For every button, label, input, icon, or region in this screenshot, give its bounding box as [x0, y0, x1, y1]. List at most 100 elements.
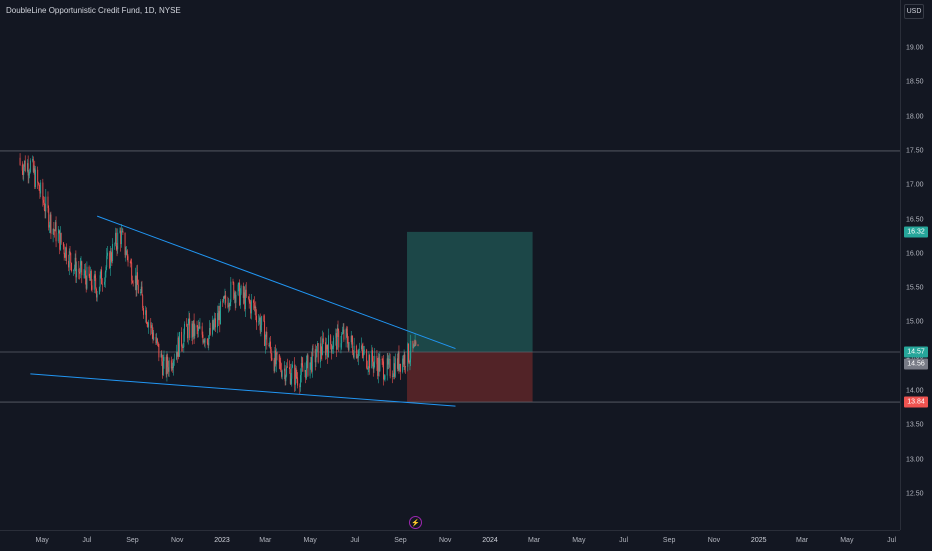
candle-body: [234, 292, 236, 303]
candle-body: [383, 379, 385, 381]
candle-body: [183, 334, 185, 348]
candle-body: [317, 343, 318, 347]
candle-body: [222, 301, 224, 302]
candle-body: [163, 357, 165, 362]
candle-body: [37, 169, 39, 183]
candle-body: [147, 324, 149, 328]
candle-body: [336, 333, 337, 350]
candle-body: [135, 275, 137, 290]
candle-body: [40, 182, 42, 194]
candle-body: [62, 242, 64, 247]
candle-body: [132, 282, 134, 284]
candle-body: [358, 350, 360, 358]
candle-body: [296, 377, 298, 379]
candle-body: [223, 296, 224, 302]
candle-body: [161, 353, 163, 362]
candle-body: [314, 349, 316, 363]
candle-body: [202, 334, 204, 343]
candle-body: [332, 347, 334, 349]
candle-body: [181, 346, 183, 348]
price-tick-label: 18.50: [906, 78, 924, 86]
currency-button[interactable]: USD: [904, 4, 924, 19]
candle-body: [64, 254, 66, 258]
candle-body: [158, 343, 160, 358]
candle-body: [230, 281, 232, 302]
candle-body: [397, 352, 399, 369]
candle-body: [170, 360, 172, 369]
candle-body: [54, 222, 56, 232]
candle-body: [152, 332, 154, 340]
candle-body: [268, 345, 270, 347]
candle-body: [141, 286, 143, 296]
candle-body: [227, 302, 229, 308]
price-tick-label: 12.50: [906, 490, 924, 498]
candle-body: [117, 232, 119, 250]
candle-body: [201, 326, 203, 335]
candle-body: [76, 268, 78, 278]
candle-body: [192, 323, 194, 337]
candle-body: [377, 364, 379, 376]
candle-body: [57, 233, 59, 242]
price-tick-label: 16.50: [906, 216, 924, 224]
lower-trendline: [30, 373, 456, 407]
candle-body: [142, 295, 144, 308]
candle-body: [110, 250, 112, 260]
candle-body: [217, 313, 219, 321]
candle-body: [165, 357, 167, 375]
price-axis[interactable]: [900, 0, 932, 530]
time-tick-label: Jul: [619, 537, 629, 544]
flash-icon[interactable]: ⚡: [409, 516, 422, 529]
price-tick-label: 19.00: [906, 44, 924, 52]
candle-body: [404, 354, 406, 367]
candle-body: [32, 159, 34, 172]
candle-body: [301, 363, 303, 366]
candle-body: [224, 295, 226, 298]
candle-body: [188, 318, 190, 324]
candle-body: [206, 338, 208, 344]
candle-body: [71, 262, 72, 271]
candle-body: [383, 361, 384, 380]
candle-body: [330, 335, 332, 345]
candle-body: [286, 366, 288, 368]
candle-body: [249, 301, 251, 303]
candle-body: [259, 317, 261, 331]
candle-body: [373, 362, 375, 370]
time-axis[interactable]: [0, 530, 900, 551]
time-tick-label: 2023: [214, 537, 230, 544]
price-tick-label: 15.50: [906, 284, 924, 292]
chart-title: DoubleLine Opportunistic Credit Fund, 1D…: [6, 6, 181, 15]
candle-body: [182, 347, 184, 348]
candle-body: [32, 159, 34, 161]
candle-body: [196, 325, 198, 328]
candle-body: [59, 230, 61, 250]
candle-body: [90, 270, 92, 281]
candle-body: [100, 269, 102, 276]
candle-body: [348, 342, 350, 350]
candle-body: [220, 301, 221, 325]
candle-body: [233, 282, 235, 299]
candle-body: [86, 266, 88, 289]
candle-body: [328, 335, 329, 358]
candle-body: [412, 340, 414, 348]
candle-body: [333, 337, 335, 348]
candle-body: [29, 172, 31, 174]
candle-body: [212, 320, 213, 335]
candle-body: [28, 173, 30, 176]
candle-body: [125, 254, 127, 256]
candle-body: [155, 337, 157, 344]
candle-body: [232, 281, 234, 283]
candle-body: [95, 288, 97, 298]
time-tick-label: Nov: [170, 537, 184, 544]
candle-body: [285, 375, 287, 382]
candle-body: [91, 285, 93, 290]
candle-body: [38, 183, 40, 191]
candle-body: [106, 255, 108, 268]
candles: [19, 153, 419, 395]
candle-body: [27, 163, 29, 176]
candle-body: [290, 378, 292, 384]
candle-body: [239, 282, 241, 306]
candle-body: [244, 292, 246, 310]
candle-body: [47, 196, 49, 209]
candle-body: [234, 292, 235, 299]
